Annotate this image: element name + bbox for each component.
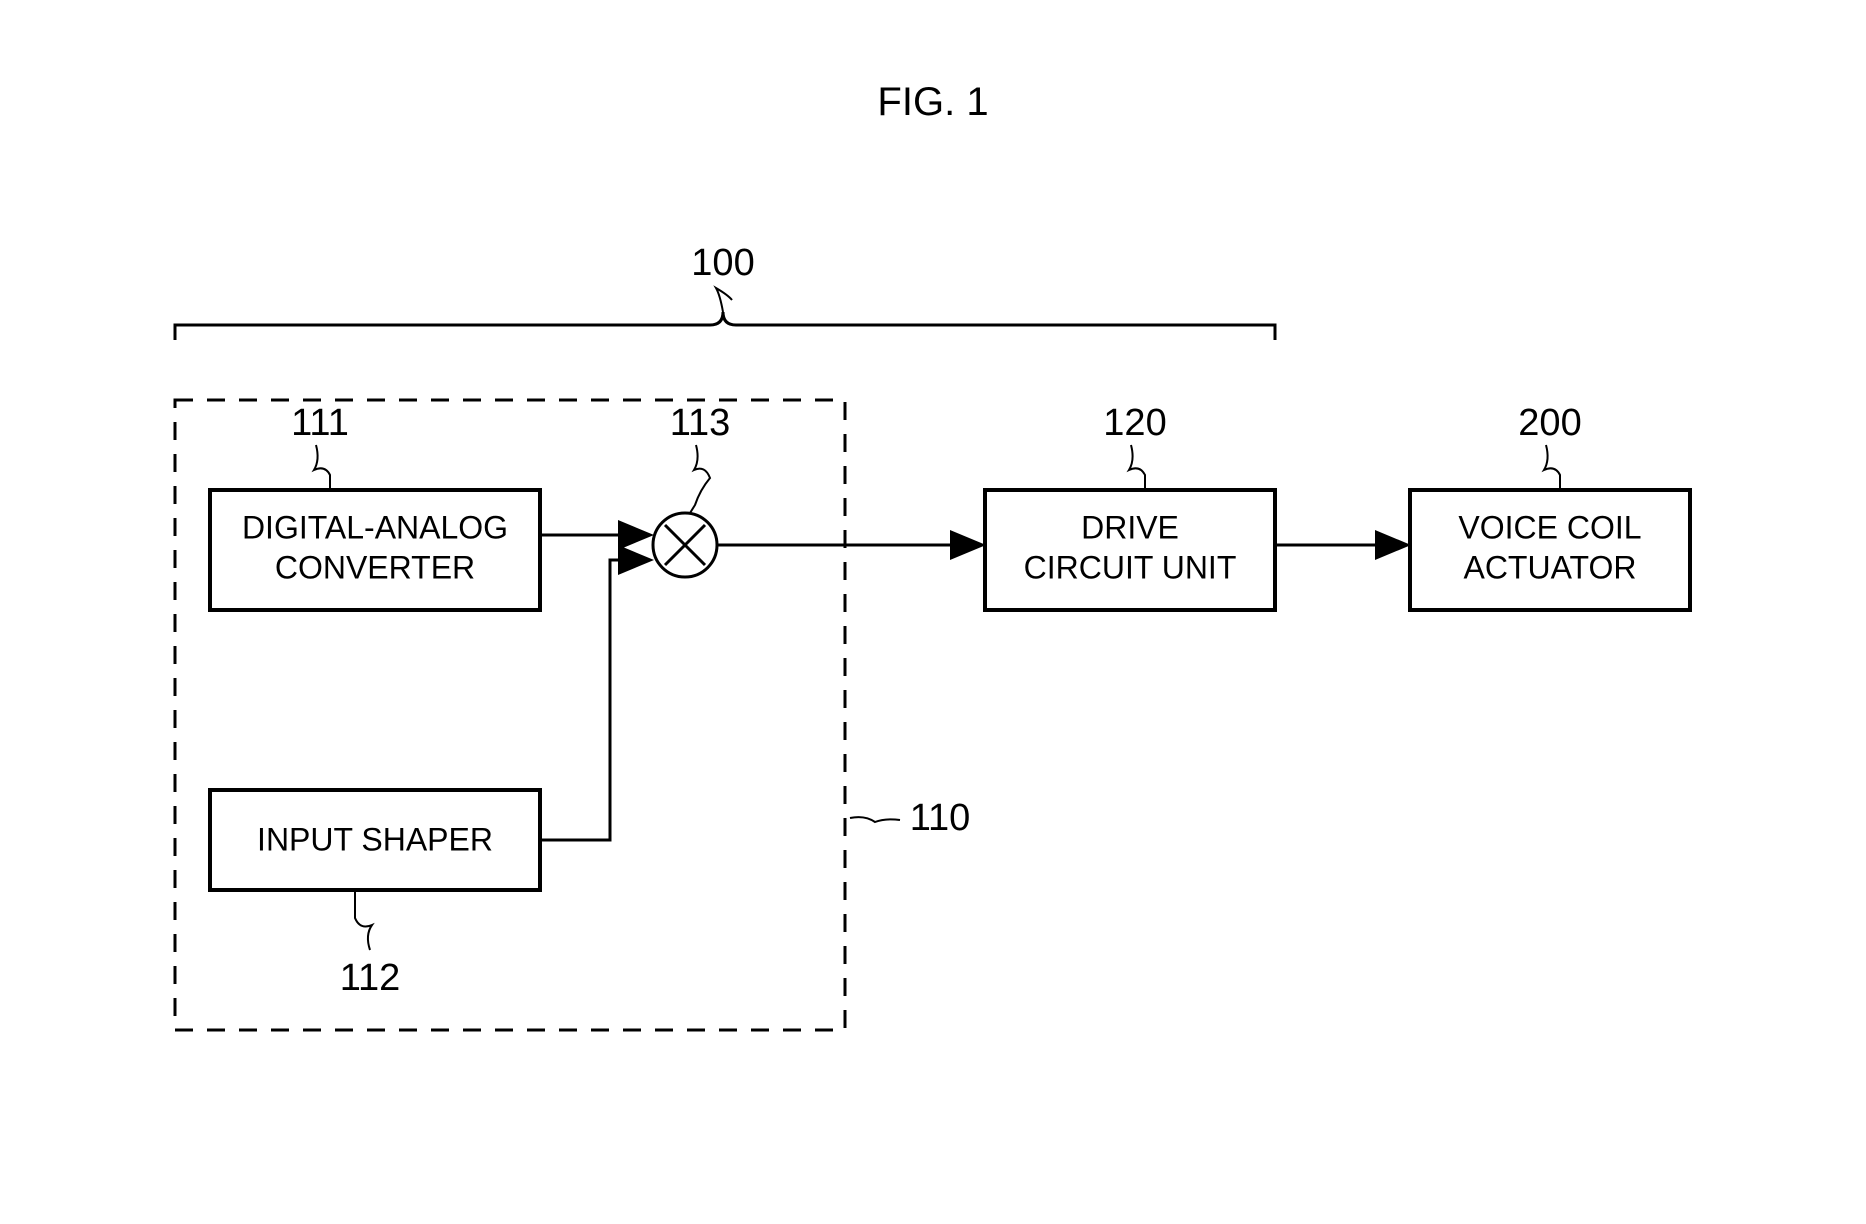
dac-label-2: CONVERTER [275,549,475,585]
leader-110 [850,817,900,822]
ref-112: 112 [340,957,401,999]
controller-box [175,400,845,1030]
vca-label-2: ACTUATOR [1463,549,1636,585]
squiggle-111 [314,445,330,488]
squiggle-113 [690,445,710,513]
ref-200: 200 [1518,402,1581,444]
squiggle-200 [1544,445,1560,488]
diagram-svg: 100 DIGITAL-ANALOG CONVERTER INPUT SHAPE… [0,0,1866,1224]
brace-100 [175,288,1275,340]
ref-111: 111 [291,402,349,444]
dac-label-1: DIGITAL-ANALOG [242,509,508,545]
ref-100: 100 [691,242,754,284]
ref-110: 110 [910,797,971,839]
vca-label-1: VOICE COIL [1458,509,1641,545]
ref-113: 113 [670,402,731,444]
drive-label-1: DRIVE [1081,509,1179,545]
ref-120: 120 [1103,402,1166,444]
squiggle-120 [1129,445,1145,488]
squiggle-112 [355,892,372,950]
drive-label-2: CIRCUIT UNIT [1024,549,1237,585]
shaper-label: INPUT SHAPER [257,821,493,857]
arrow-shaper-mult [540,560,648,840]
